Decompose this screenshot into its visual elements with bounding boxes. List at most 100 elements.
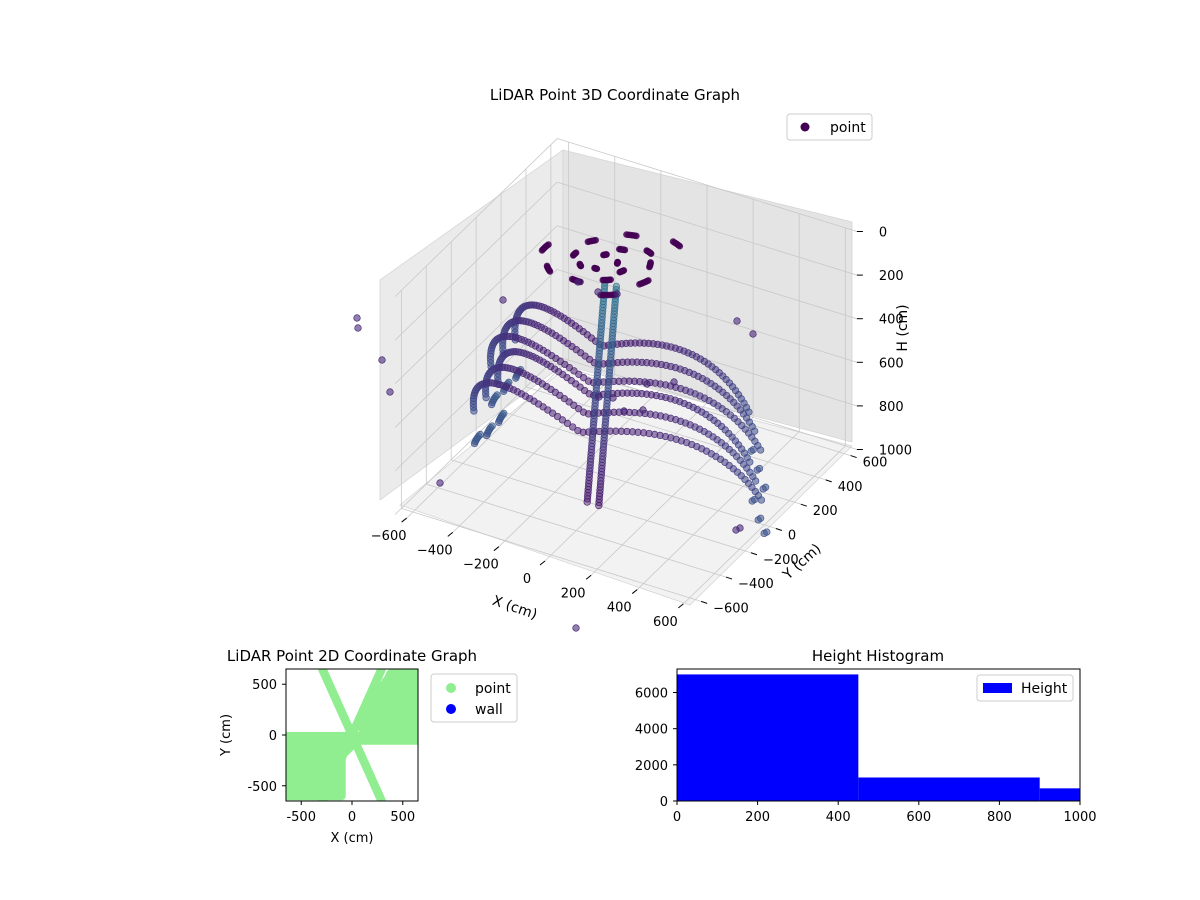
data-point-3d — [759, 485, 767, 493]
data-point-3d — [572, 624, 580, 632]
y-tick-3d — [750, 552, 758, 556]
data-point-3d — [574, 426, 582, 435]
x-tick-label-3d: 0 — [523, 572, 531, 587]
y-tick-label-3d: 0 — [788, 528, 796, 543]
y-tick-label-2d: 500 — [252, 678, 277, 693]
scatter-points-2d — [286, 669, 418, 801]
data-point-3d — [609, 394, 617, 402]
plot3d-title: LiDAR Point 3D Coordinate Graph — [490, 86, 740, 104]
data-point-3d — [558, 416, 567, 424]
grid-line — [556, 181, 857, 276]
x-tick-3d — [678, 603, 684, 609]
data-point-3d — [482, 394, 490, 402]
y-axis-label-2d: Y (cm) — [219, 714, 234, 757]
x-tick-3d — [585, 574, 592, 580]
plot2d: LiDAR Point 2D Coordinate Graph -500 0 500… — [219, 647, 518, 846]
z-tick-label-3d: 1000 — [879, 444, 912, 459]
grid-line — [636, 431, 800, 590]
legend-marker-height — [983, 683, 1012, 693]
grid-line — [394, 181, 558, 341]
z-tick-label-3d: 800 — [879, 400, 904, 415]
x-tick-label-2d: 500 — [390, 810, 415, 825]
data-point-3d — [592, 236, 599, 244]
x-tick-3d — [447, 531, 454, 537]
y-tick-3d — [800, 503, 807, 507]
data-point-3d — [603, 251, 610, 258]
data-point-3d — [733, 317, 741, 325]
x-tick-label-hist: 400 — [826, 810, 851, 825]
z-tick-label-3d: 400 — [879, 313, 904, 328]
y-tick-label-3d: 200 — [813, 504, 838, 519]
data-point-3d — [760, 529, 768, 538]
data-point-3d — [545, 241, 552, 248]
histogram: Height Histogram 0 200 400 600 800 1000020004… — [635, 647, 1097, 825]
histogram-title: Height Histogram — [812, 647, 944, 665]
legend-label-point-3d: point — [830, 120, 866, 136]
grid-line — [556, 138, 857, 232]
grid-line — [394, 225, 558, 384]
data-point-3d — [579, 408, 588, 416]
data-point-3d — [612, 282, 621, 291]
data-point-3d — [476, 430, 484, 439]
data-point-3d — [493, 391, 501, 399]
data-point-3d — [568, 275, 576, 283]
x-tick-label-3d: 200 — [561, 586, 586, 601]
data-point-3d — [639, 406, 647, 414]
data-point-3d — [574, 278, 582, 286]
x-tick-label-2d: -500 — [286, 810, 316, 825]
y-tick-label-3d: 400 — [838, 480, 863, 495]
x-tick-3d — [493, 546, 500, 552]
grid-line — [394, 269, 558, 428]
data-point-3d — [436, 479, 444, 487]
x-tick-3d — [631, 589, 638, 594]
data-point-3d — [646, 263, 653, 271]
histogram-bar — [677, 674, 859, 801]
legend-label-point-2d: point — [475, 681, 511, 697]
y-tick-label-3d: −200 — [763, 553, 799, 568]
data-point-3d — [613, 260, 621, 267]
data-point-3d — [599, 276, 607, 284]
x-tick-label-3d: −400 — [417, 543, 453, 558]
data-point-3d — [747, 447, 755, 455]
y-tick-label-3d: −400 — [738, 577, 774, 592]
legend-2d: point wall — [430, 673, 518, 723]
plot2d-title: LiDAR Point 2D Coordinate Graph — [227, 647, 477, 665]
y-tick-3d — [725, 576, 733, 580]
y-tick-label-3d: 600 — [863, 456, 888, 471]
data-point-3d — [470, 407, 478, 415]
data-point-3d — [754, 516, 762, 524]
data-point-3d — [488, 422, 496, 430]
legend-marker-wall-2d — [446, 704, 456, 714]
data-point-3d — [670, 378, 678, 386]
data-point-2d — [417, 673, 418, 679]
z-tick-label-3d: 0 — [879, 226, 887, 241]
data-point-3d — [572, 249, 580, 256]
data-point-3d — [354, 324, 362, 332]
grid-line — [683, 445, 846, 605]
data-point-3d — [633, 232, 640, 240]
plot3d: LiDAR Point 3D Coordinate Graph −600 −400… — [353, 86, 912, 632]
y-tick-label-3d: −600 — [713, 601, 749, 616]
data-point-3d — [500, 409, 508, 418]
legend-marker-point-2d — [446, 683, 456, 693]
z-tick-label-3d: 200 — [879, 269, 904, 284]
x-tick-label-3d: −200 — [463, 558, 499, 573]
x-tick-label-hist: 600 — [906, 810, 931, 825]
legend-label-wall-2d: wall — [475, 702, 503, 718]
y-tick-3d — [850, 455, 857, 459]
data-point-3d — [643, 380, 651, 388]
y-tick-label-hist: 6000 — [635, 687, 668, 702]
data-point-3d — [676, 242, 684, 250]
data-point-3d — [749, 330, 757, 338]
data-point-3d — [563, 419, 572, 428]
y-tick-3d — [825, 479, 832, 483]
y-tick-label-hist: 2000 — [635, 759, 668, 774]
x-tick-3d — [539, 560, 546, 566]
data-point-3d — [591, 264, 598, 272]
x-tick-label-hist: 0 — [673, 810, 681, 825]
z-tick-label-3d: 600 — [879, 356, 904, 371]
data-point-3d — [616, 268, 623, 276]
data-point-3d — [753, 466, 761, 474]
